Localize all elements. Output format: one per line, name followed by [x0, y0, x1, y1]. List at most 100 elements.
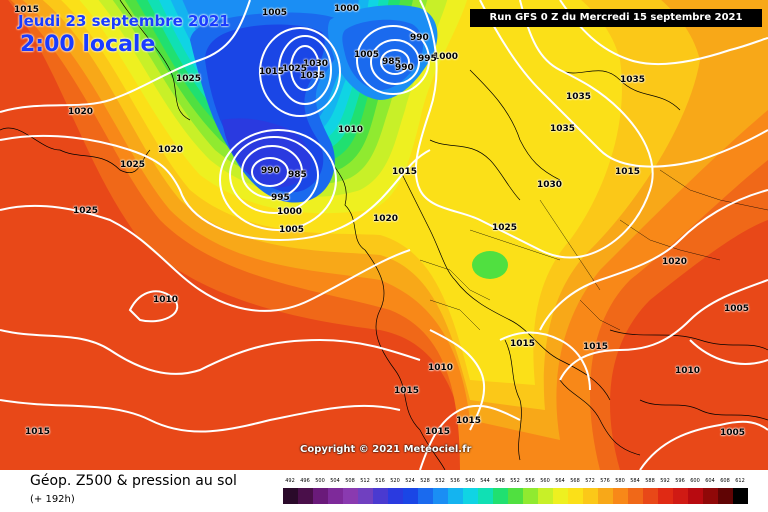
isobar-label: 1020 [68, 107, 94, 117]
isobar-label: 1015 [392, 167, 418, 177]
legend-swatch [328, 488, 343, 504]
weather-map: Jeudi 23 septembre 2021 2:00 locale Run … [0, 0, 768, 470]
model-run-banner: Run GFS 0 Z du Mercredi 15 septembre 202… [470, 9, 762, 27]
legend-swatch [493, 488, 508, 504]
isobar-label: 1005 [354, 50, 380, 60]
isobar-label: 1015 [583, 342, 609, 352]
z500-band-548-east [472, 251, 508, 279]
color-scale-legend: 492 496 500 504 508 512 516 520 524 528 532 536 540 5… [283, 478, 751, 506]
legend-tick: 540 [465, 478, 475, 484]
legend-swatch [388, 488, 403, 504]
isobar-label: 1015 [394, 386, 420, 396]
legend-tick: 548 [495, 478, 505, 484]
copyright-notice: Copyright © 2021 Meteociel.fr [300, 444, 472, 455]
legend-tick: 492 [285, 478, 295, 484]
legend-swatch [508, 488, 523, 504]
legend-swatch [523, 488, 538, 504]
legend-tick: 588 [645, 478, 655, 484]
isobar-label: 1015 [615, 167, 641, 177]
isobar-label: 1025 [176, 74, 202, 84]
legend-swatch [643, 488, 658, 504]
legend-tick: 520 [390, 478, 400, 484]
legend-swatch [403, 488, 418, 504]
legend-swatch [373, 488, 388, 504]
isobar-label: 1000 [433, 52, 459, 62]
legend-swatch [598, 488, 613, 504]
isobar-label: 990 [410, 33, 429, 43]
legend-swatch [733, 488, 748, 504]
legend-swatch [688, 488, 703, 504]
forecast-lead-time: (+ 192h) [30, 494, 75, 505]
isobar-label: 1015 [456, 416, 482, 426]
legend-tick: 496 [300, 478, 310, 484]
legend-tick: 572 [585, 478, 595, 484]
legend-tick: 596 [675, 478, 685, 484]
isobar-label: 1010 [428, 363, 454, 373]
legend-swatch [433, 488, 448, 504]
legend-swatch [613, 488, 628, 504]
legend-tick: 580 [615, 478, 625, 484]
legend-swatch [673, 488, 688, 504]
legend-swatch [343, 488, 358, 504]
isobar-label: 1015 [14, 5, 40, 15]
isobar-label: 1005 [720, 428, 746, 438]
isobar-label: 1025 [120, 160, 146, 170]
legend-swatch [478, 488, 493, 504]
legend-swatch [658, 488, 673, 504]
legend-swatch [553, 488, 568, 504]
isobar-label: 1010 [153, 295, 179, 305]
legend-tick: 560 [540, 478, 550, 484]
isobar-label: 1010 [338, 125, 364, 135]
isobar-label: 995 [418, 54, 437, 64]
isobar-label: 1005 [279, 225, 305, 235]
legend-tick: 612 [735, 478, 745, 484]
isobar-label: 1035 [620, 75, 646, 85]
isobar-label: 1005 [262, 8, 288, 18]
isobar-label: 1025 [492, 223, 518, 233]
legend-tick: 536 [450, 478, 460, 484]
forecast-date: Jeudi 23 septembre 2021 [18, 12, 230, 30]
geopotential-map-canvas [0, 0, 768, 470]
isobar-label: 1035 [566, 92, 592, 102]
isobar-label: 1020 [158, 145, 184, 155]
legend-tick: 500 [315, 478, 325, 484]
legend-tick: 608 [720, 478, 730, 484]
legend-swatch [583, 488, 598, 504]
isobar-label: 1035 [550, 124, 576, 134]
legend-swatch [418, 488, 433, 504]
isobar-label: 1000 [334, 4, 360, 14]
forecast-time: 2:00 locale [20, 32, 156, 57]
isobar-label: 995 [271, 193, 290, 203]
legend-swatch [283, 488, 298, 504]
isobar-label: 1025 [73, 206, 99, 216]
legend-tick: 604 [705, 478, 715, 484]
legend-swatch [568, 488, 583, 504]
legend-tick: 512 [360, 478, 370, 484]
isobar-label: 1005 [724, 304, 750, 314]
legend-tick: 528 [420, 478, 430, 484]
isobar-label: 985 [382, 57, 401, 67]
isobar-label: 1000 [277, 207, 303, 217]
isobar-label: 1030 [537, 180, 563, 190]
legend-swatch [538, 488, 553, 504]
isobar-label: 1020 [662, 257, 688, 267]
isobars [0, 0, 768, 470]
legend-swatch [628, 488, 643, 504]
isobar-label: 1025 [282, 64, 308, 74]
isobar-label: 1015 [510, 339, 536, 349]
legend-swatch [718, 488, 733, 504]
legend-tick: 576 [600, 478, 610, 484]
legend-tick: 568 [570, 478, 580, 484]
borders [419, 169, 768, 331]
legend-swatch [313, 488, 328, 504]
isobar-label: 1015 [25, 427, 51, 437]
legend-tick: 564 [555, 478, 565, 484]
legend-tick: 544 [480, 478, 490, 484]
isobar-label: 1015 [259, 67, 285, 77]
map-title: Géop. Z500 & pression au sol [30, 473, 237, 489]
legend-tick: 508 [345, 478, 355, 484]
isobar-label: 1015 [425, 427, 451, 437]
legend-swatch [298, 488, 313, 504]
legend-tick: 592 [660, 478, 670, 484]
isobar-label: 990 [395, 63, 414, 73]
